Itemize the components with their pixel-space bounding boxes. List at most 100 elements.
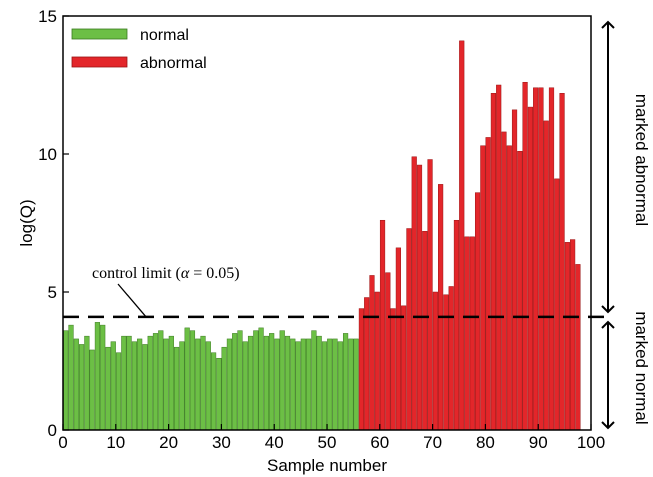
bar-abnormal-87 bbox=[522, 81, 528, 431]
bar-normal-42 bbox=[284, 335, 291, 431]
bar-normal-47 bbox=[311, 330, 317, 431]
bar-normal-25 bbox=[195, 338, 201, 431]
y-axis-title: log(Q) bbox=[17, 199, 36, 246]
bar-normal-15 bbox=[142, 344, 148, 431]
bar-abnormal-60 bbox=[379, 219, 386, 431]
side-label-abnormal: marked abnormal bbox=[632, 94, 651, 226]
bar-normal-41 bbox=[279, 330, 285, 431]
bar-abnormal-77 bbox=[469, 236, 475, 431]
bar-normal-31 bbox=[226, 338, 233, 431]
bar-normal-27 bbox=[205, 341, 211, 431]
bar-abnormal-92 bbox=[548, 87, 555, 431]
bar-normal-12 bbox=[126, 335, 132, 431]
bar-abnormal-61 bbox=[385, 272, 391, 431]
bar-abnormal-59 bbox=[374, 291, 380, 431]
bar-normal-52 bbox=[337, 341, 343, 431]
bar-normal-39 bbox=[269, 333, 275, 431]
bar-normal-18 bbox=[158, 330, 164, 431]
bar-normal-4 bbox=[84, 335, 90, 431]
bar-normal-50 bbox=[327, 338, 333, 431]
bar-normal-33 bbox=[237, 330, 243, 431]
x-tick-label-100: 100 bbox=[577, 433, 605, 452]
bar-normal-38 bbox=[263, 335, 269, 431]
bar-abnormal-83 bbox=[501, 131, 507, 431]
bar-normal-24 bbox=[189, 330, 196, 431]
control-limit-label: control limit (α = 0.05) bbox=[92, 265, 240, 282]
x-tick-label-70: 70 bbox=[423, 433, 442, 452]
bar-normal-26 bbox=[200, 335, 206, 431]
bar-abnormal-88 bbox=[527, 106, 533, 431]
bar-abnormal-58 bbox=[369, 275, 375, 431]
bar-normal-20 bbox=[168, 335, 174, 431]
bar-normal-35 bbox=[247, 335, 254, 431]
bar-normal-49 bbox=[321, 341, 328, 431]
bar-abnormal-67 bbox=[416, 164, 423, 431]
legend-swatch-normal bbox=[71, 28, 128, 40]
bar-normal-28 bbox=[210, 352, 217, 431]
bar-normal-55 bbox=[353, 338, 359, 431]
x-tick-label-80: 80 bbox=[476, 433, 495, 452]
bar-abnormal-72 bbox=[443, 294, 449, 431]
bar-normal-0 bbox=[63, 330, 69, 431]
bar-abnormal-89 bbox=[533, 87, 539, 431]
bar-abnormal-74 bbox=[453, 219, 460, 431]
bar-abnormal-69 bbox=[427, 159, 433, 431]
bar-abnormal-82 bbox=[496, 84, 502, 431]
side-label-normal: marked normal bbox=[632, 311, 651, 424]
legend-label-abnormal: abnormal bbox=[140, 55, 207, 72]
y-tick-label-5: 5 bbox=[48, 283, 57, 302]
bar-normal-37 bbox=[258, 327, 264, 431]
bar-abnormal-70 bbox=[432, 291, 438, 431]
bar-normal-53 bbox=[342, 333, 349, 431]
bar-abnormal-56 bbox=[358, 308, 365, 431]
bar-abnormal-94 bbox=[559, 93, 565, 431]
bar-normal-23 bbox=[184, 327, 190, 431]
bar-abnormal-90 bbox=[538, 87, 544, 431]
bar-normal-14 bbox=[137, 338, 143, 431]
bar-abnormal-86 bbox=[517, 150, 523, 431]
bar-abnormal-97 bbox=[575, 264, 581, 431]
x-tick-label-60: 60 bbox=[370, 433, 389, 452]
bar-normal-46 bbox=[306, 338, 312, 431]
bar-normal-48 bbox=[316, 335, 322, 431]
bar-normal-9 bbox=[110, 341, 116, 431]
x-axis-title: Sample number bbox=[267, 456, 387, 475]
bar-normal-8 bbox=[105, 346, 111, 431]
bar-normal-54 bbox=[348, 338, 354, 431]
bar-normal-45 bbox=[300, 338, 306, 431]
bar-abnormal-65 bbox=[406, 228, 412, 431]
bar-normal-3 bbox=[78, 344, 85, 431]
bar-abnormal-79 bbox=[480, 145, 486, 431]
bar-normal-36 bbox=[253, 330, 259, 431]
bar-abnormal-68 bbox=[422, 231, 428, 431]
bar-abnormal-75 bbox=[459, 40, 465, 431]
legend-swatch-abnormal bbox=[71, 56, 128, 68]
bar-abnormal-71 bbox=[438, 184, 444, 431]
x-tick-label-10: 10 bbox=[106, 433, 125, 452]
bar-normal-30 bbox=[221, 346, 227, 431]
legend: normal abnormal bbox=[71, 27, 207, 72]
x-tick-label-20: 20 bbox=[159, 433, 178, 452]
bar-abnormal-63 bbox=[395, 247, 401, 431]
x-tick-label-40: 40 bbox=[265, 433, 284, 452]
bar-abnormal-85 bbox=[511, 109, 518, 431]
bar-abnormal-84 bbox=[506, 145, 512, 431]
bar-normal-19 bbox=[163, 338, 169, 431]
legend-label-normal: normal bbox=[140, 27, 189, 44]
bar-normal-6 bbox=[94, 322, 101, 431]
x-tick-label-90: 90 bbox=[529, 433, 548, 452]
bar-abnormal-96 bbox=[570, 239, 576, 431]
bar-abnormal-81 bbox=[490, 93, 497, 431]
bar-normal-29 bbox=[216, 357, 222, 431]
bar-normal-40 bbox=[274, 338, 280, 431]
bar-normal-1 bbox=[68, 324, 74, 431]
bars-layer bbox=[63, 40, 581, 431]
y-tick-label-10: 10 bbox=[38, 145, 57, 164]
x-tick-label-0: 0 bbox=[58, 433, 67, 452]
ticks-layer: 0 10 20 30 40 50 60 70 80 90 100 0 5 10 15 bbox=[38, 7, 605, 452]
bar-abnormal-64 bbox=[401, 305, 407, 431]
bar-abnormal-73 bbox=[448, 286, 454, 431]
bar-normal-44 bbox=[295, 341, 301, 431]
bar-abnormal-95 bbox=[564, 242, 570, 431]
